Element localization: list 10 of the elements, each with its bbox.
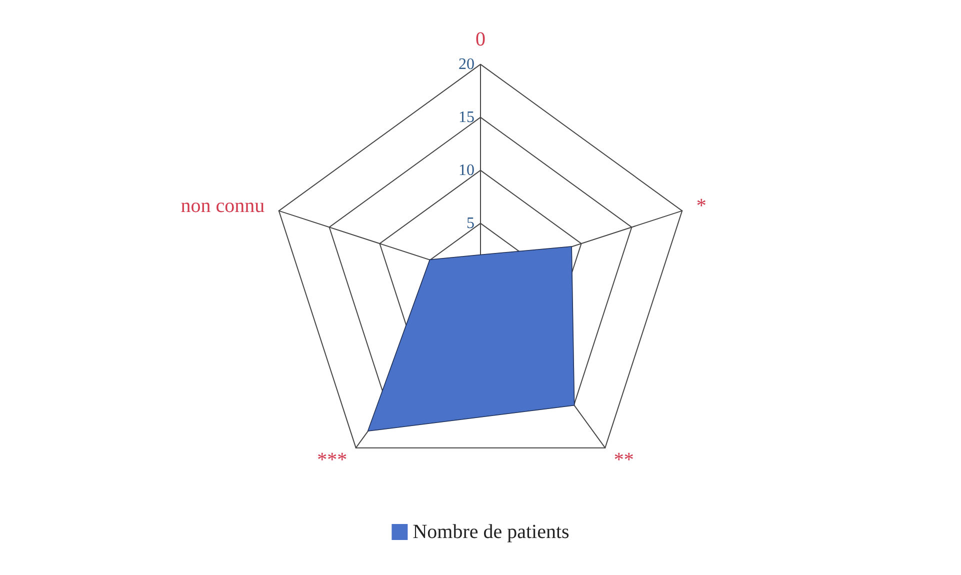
y-tick-label: 10 — [458, 162, 474, 179]
y-tick-label: 5 — [466, 214, 474, 232]
y-tick-label: 15 — [458, 108, 474, 126]
spoke-label: ** — [614, 448, 634, 471]
spoke-label: *** — [317, 448, 348, 471]
y-tick-label: 20 — [458, 56, 474, 73]
legend-label: Nombre de patients — [412, 521, 570, 543]
spoke-label: * — [696, 195, 706, 218]
spoke-label: 0 — [476, 28, 486, 50]
spoke-label: non connu — [180, 195, 265, 218]
